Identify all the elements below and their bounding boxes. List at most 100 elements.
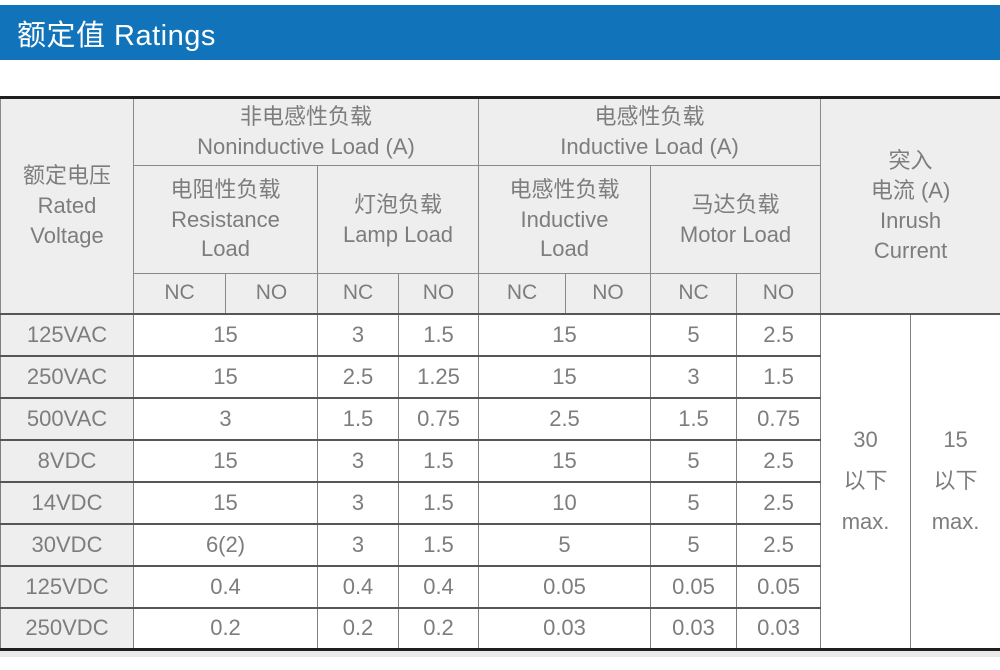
lamp-zh: 灯泡负载 bbox=[318, 190, 478, 220]
rated-voltage-en2: Voltage bbox=[1, 221, 133, 251]
voltage-row-header: 14VDC bbox=[1, 482, 134, 524]
inrush-en1: Inrush bbox=[821, 206, 1000, 236]
motor-nc-cell: 5 bbox=[651, 482, 737, 524]
inductive-nc-header: NC bbox=[479, 274, 566, 314]
lamp-no-cell: 0.4 bbox=[399, 566, 479, 608]
motor-en1: Motor Load bbox=[651, 220, 820, 250]
lamp-nc-cell: 3 bbox=[318, 524, 399, 566]
resistance-nc-header: NC bbox=[134, 274, 226, 314]
lamp-nc-cell: 3 bbox=[318, 314, 399, 356]
lamp-nc-cell: 1.5 bbox=[318, 398, 399, 440]
inrush-30-qualifier: 以下 bbox=[821, 461, 910, 502]
motor-no-cell: 0.05 bbox=[737, 566, 821, 608]
inductive-load-cell: 15 bbox=[479, 314, 651, 356]
lamp-no-cell: 1.25 bbox=[399, 356, 479, 398]
motor-nc-cell: 0.05 bbox=[651, 566, 737, 608]
lamp-no-cell: 1.5 bbox=[399, 482, 479, 524]
voltage-row-header: 125VAC bbox=[1, 314, 134, 356]
inrush-zh1: 突入 bbox=[821, 146, 1000, 176]
voltage-row-header: 125VDC bbox=[1, 566, 134, 608]
motor-no-header: NO bbox=[737, 274, 821, 314]
lamp-nc-cell: 3 bbox=[318, 482, 399, 524]
inrush-30-value: 30 bbox=[821, 420, 910, 461]
lamp-no-cell: 1.5 bbox=[399, 314, 479, 356]
ratings-table: 额定电压 Rated Voltage 非电感性负载 Noninductive L… bbox=[0, 96, 1000, 651]
section-header-bar: 额定值 Ratings bbox=[0, 5, 1000, 60]
lamp-nc-cell: 0.2 bbox=[318, 608, 399, 650]
rated-voltage-zh: 额定电压 bbox=[1, 161, 133, 191]
lamp-nc-header: NC bbox=[318, 274, 399, 314]
rated-voltage-en1: Rated bbox=[1, 191, 133, 221]
motor-zh: 马达负载 bbox=[651, 190, 820, 220]
resistance-load-cell: 3 bbox=[134, 398, 318, 440]
motor-no-cell: 0.03 bbox=[737, 608, 821, 650]
section-title: 额定值 Ratings bbox=[17, 12, 216, 54]
lamp-nc-cell: 0.4 bbox=[318, 566, 399, 608]
inrush-current-header: 突入 电流 (A) Inrush Current bbox=[821, 98, 1000, 314]
bottom-margin-strip bbox=[0, 651, 1000, 657]
inductive-load-cell: 15 bbox=[479, 440, 651, 482]
noninductive-load-group-header: 非电感性负载 Noninductive Load (A) bbox=[134, 98, 479, 166]
resistance-en2: Load bbox=[134, 234, 317, 264]
motor-nc-cell: 1.5 bbox=[651, 398, 737, 440]
resistance-no-header: NO bbox=[226, 274, 318, 314]
inrush-30-cell: 30 以下 max. bbox=[821, 314, 911, 650]
inrush-en2: Current bbox=[821, 236, 1000, 266]
inductive-load-cell: 10 bbox=[479, 482, 651, 524]
voltage-row-header: 30VDC bbox=[1, 524, 134, 566]
inrush-15-suffix: max. bbox=[911, 502, 1000, 543]
lamp-en1: Lamp Load bbox=[318, 220, 478, 250]
resistance-load-header: 电阻性负载 Resistance Load bbox=[134, 166, 318, 274]
lamp-nc-cell: 3 bbox=[318, 440, 399, 482]
voltage-row-header: 8VDC bbox=[1, 440, 134, 482]
resistance-zh: 电阻性负载 bbox=[134, 175, 317, 205]
rated-voltage-header: 额定电压 Rated Voltage bbox=[1, 98, 134, 314]
motor-no-cell: 1.5 bbox=[737, 356, 821, 398]
motor-no-cell: 2.5 bbox=[737, 440, 821, 482]
inductive-load-cell: 0.05 bbox=[479, 566, 651, 608]
noninductive-en: Noninductive Load (A) bbox=[134, 132, 478, 162]
lamp-no-header: NO bbox=[399, 274, 479, 314]
inductive-load-cell: 2.5 bbox=[479, 398, 651, 440]
motor-no-cell: 0.75 bbox=[737, 398, 821, 440]
lamp-no-cell: 1.5 bbox=[399, 440, 479, 482]
inductive-no-header: NO bbox=[566, 274, 651, 314]
motor-load-header: 马达负载 Motor Load bbox=[651, 166, 821, 274]
voltage-row-header: 500VAC bbox=[1, 398, 134, 440]
resistance-load-cell: 0.4 bbox=[134, 566, 318, 608]
inductive-load-group-header: 电感性负载 Inductive Load (A) bbox=[479, 98, 821, 166]
lamp-no-cell: 0.75 bbox=[399, 398, 479, 440]
resistance-load-cell: 6(2) bbox=[134, 524, 318, 566]
lamp-no-cell: 0.2 bbox=[399, 608, 479, 650]
motor-nc-cell: 5 bbox=[651, 440, 737, 482]
inductive-load-cell: 0.03 bbox=[479, 608, 651, 650]
resistance-load-cell: 15 bbox=[134, 482, 318, 524]
motor-nc-cell: 5 bbox=[651, 524, 737, 566]
motor-nc-cell: 5 bbox=[651, 314, 737, 356]
motor-no-cell: 2.5 bbox=[737, 314, 821, 356]
voltage-row-header: 250VAC bbox=[1, 356, 134, 398]
inductive-load-cell: 15 bbox=[479, 356, 651, 398]
inductive-load-header: 电感性负载 Inductive Load bbox=[479, 166, 651, 274]
motor-nc-cell: 3 bbox=[651, 356, 737, 398]
inrush-15-value: 15 bbox=[911, 420, 1000, 461]
inrush-zh2: 电流 (A) bbox=[821, 176, 1000, 206]
inductive-sub-en2: Load bbox=[479, 234, 650, 264]
motor-no-cell: 2.5 bbox=[737, 482, 821, 524]
inductive-sub-en1: Inductive bbox=[479, 205, 650, 235]
voltage-row-header: 250VDC bbox=[1, 608, 134, 650]
datasheet-page: 额定值 Ratings 额定电压 Rated Voltage 非电感性负载 No… bbox=[0, 5, 1000, 670]
table-row-125vac: 125VAC 15 3 1.5 15 5 2.5 30 以下 max. 15 以… bbox=[1, 314, 1000, 356]
motor-no-cell: 2.5 bbox=[737, 524, 821, 566]
resistance-load-cell: 0.2 bbox=[134, 608, 318, 650]
resistance-en1: Resistance bbox=[134, 205, 317, 235]
inrush-15-cell: 15 以下 max. bbox=[911, 314, 1000, 650]
lamp-no-cell: 1.5 bbox=[399, 524, 479, 566]
inductive-group-en: Inductive Load (A) bbox=[479, 132, 820, 162]
motor-nc-header: NC bbox=[651, 274, 737, 314]
motor-nc-cell: 0.03 bbox=[651, 608, 737, 650]
resistance-load-cell: 15 bbox=[134, 440, 318, 482]
inrush-15-qualifier: 以下 bbox=[911, 461, 1000, 502]
lamp-nc-cell: 2.5 bbox=[318, 356, 399, 398]
header-group-row: 额定电压 Rated Voltage 非电感性负载 Noninductive L… bbox=[1, 98, 1000, 166]
